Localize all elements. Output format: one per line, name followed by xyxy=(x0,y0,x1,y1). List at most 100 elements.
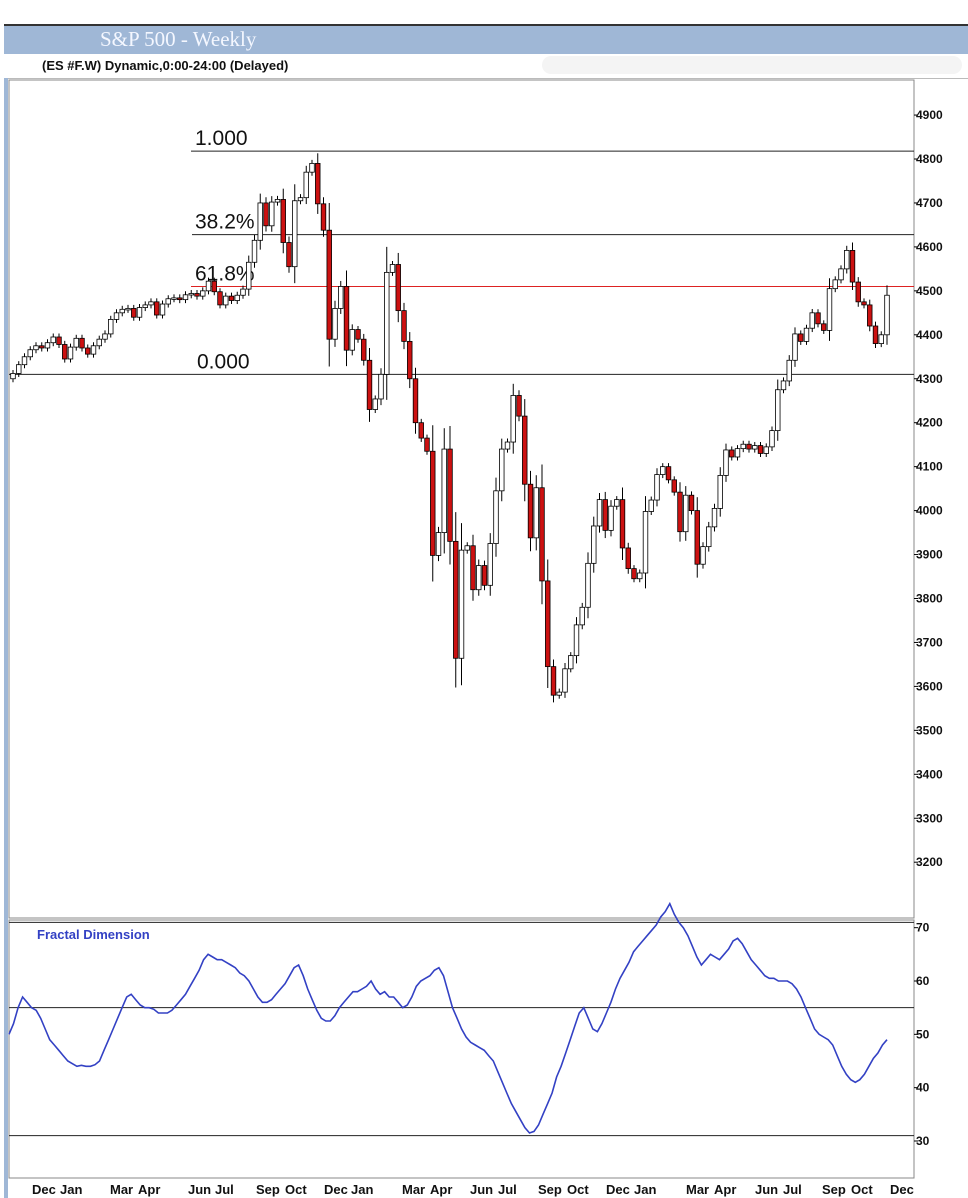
candle xyxy=(79,337,85,349)
candle xyxy=(10,373,16,380)
candle xyxy=(142,304,148,308)
candle xyxy=(257,202,263,241)
fib-label-0000: 0.000 xyxy=(197,350,250,373)
candle xyxy=(660,466,666,475)
candle xyxy=(786,359,792,382)
candle xyxy=(441,448,447,533)
candle xyxy=(631,568,637,580)
indicator-tick-label: 30 xyxy=(916,1134,930,1148)
candle xyxy=(332,308,338,340)
price-tick-label: 3600 xyxy=(916,679,943,693)
candle xyxy=(516,395,522,417)
indicator-tick-label: 60 xyxy=(916,974,930,988)
symbol-info: (ES #F.W) Dynamic,0:00-24:00 (Delayed) xyxy=(42,58,289,73)
candle xyxy=(21,356,28,366)
candle xyxy=(838,268,844,281)
candle xyxy=(867,304,873,327)
price-tick-label: 4700 xyxy=(916,196,943,210)
candle xyxy=(326,229,332,340)
price-tick-label: 4900 xyxy=(916,108,943,122)
candle xyxy=(361,338,367,361)
candle xyxy=(487,543,493,586)
candle xyxy=(481,565,488,586)
price-tick-label: 4600 xyxy=(916,240,943,254)
candle xyxy=(424,437,430,452)
price-panel-frame xyxy=(8,79,915,919)
candle xyxy=(435,532,442,556)
candle xyxy=(625,547,631,570)
candle xyxy=(148,301,154,306)
price-tick-label: 4400 xyxy=(916,328,943,342)
candle xyxy=(96,338,102,347)
fib-label-1000: 1.000 xyxy=(195,127,248,150)
x-tick-label: Oct xyxy=(851,1182,873,1197)
candle xyxy=(228,295,235,301)
candle xyxy=(320,203,327,231)
candle xyxy=(706,526,712,548)
fibonacci-levels: 1.000 38.2% 61.8% 0.000 xyxy=(9,127,914,375)
candle xyxy=(384,271,390,375)
candle xyxy=(349,329,355,351)
candle xyxy=(729,449,735,458)
candle xyxy=(683,494,689,533)
indicator-panel: Fractal Dimension xyxy=(8,901,914,1137)
candle xyxy=(211,280,217,293)
candle xyxy=(642,511,649,574)
candle xyxy=(556,691,562,696)
candle xyxy=(217,291,223,306)
price-tick-label: 4500 xyxy=(916,284,943,298)
x-tick-label: Sep xyxy=(538,1182,562,1197)
candle xyxy=(67,346,74,360)
candle xyxy=(136,307,143,318)
candle xyxy=(602,499,608,531)
candle xyxy=(832,279,838,290)
candle xyxy=(389,264,396,273)
symbol-info-bar: (ES #F.W) Dynamic,0:00-24:00 (Delayed) xyxy=(4,54,968,79)
x-tick-label: Dec xyxy=(606,1182,630,1197)
fib-label-618: 61.8% xyxy=(195,262,255,285)
candle xyxy=(73,337,79,348)
candle xyxy=(39,345,45,349)
candle xyxy=(315,162,321,205)
candle xyxy=(286,242,292,268)
candle xyxy=(608,505,614,531)
x-tick-label: Oct xyxy=(285,1182,307,1197)
candle xyxy=(154,301,160,316)
x-tick-label: Jan xyxy=(60,1182,82,1197)
candle xyxy=(723,449,729,476)
candle xyxy=(234,294,240,301)
indicator-tick-label: 70 xyxy=(916,921,930,935)
x-tick-label: Dec xyxy=(32,1182,56,1197)
candle xyxy=(102,333,108,340)
candle xyxy=(792,333,798,361)
candle xyxy=(654,474,660,501)
candle xyxy=(56,336,62,345)
candle xyxy=(50,336,56,344)
candle xyxy=(775,389,781,432)
candle xyxy=(401,310,407,342)
candle xyxy=(125,308,131,311)
candle xyxy=(527,483,534,539)
candle xyxy=(803,327,810,342)
candle xyxy=(372,398,378,410)
candle xyxy=(849,250,856,283)
candle xyxy=(447,448,453,542)
candle xyxy=(464,545,470,551)
candle xyxy=(27,349,33,358)
candle xyxy=(246,261,252,290)
candle xyxy=(510,395,516,443)
candle xyxy=(453,540,459,659)
candle xyxy=(200,290,206,297)
candle xyxy=(637,572,643,580)
candle xyxy=(585,562,591,608)
x-tick-label: Jul xyxy=(498,1182,517,1197)
candle xyxy=(62,344,68,360)
candle xyxy=(366,359,373,410)
candle xyxy=(303,171,309,199)
x-tick-label: Mar xyxy=(402,1182,425,1197)
candle xyxy=(861,301,867,306)
x-tick-label: Mar xyxy=(110,1182,133,1197)
candle xyxy=(763,446,769,454)
candle xyxy=(688,494,695,511)
